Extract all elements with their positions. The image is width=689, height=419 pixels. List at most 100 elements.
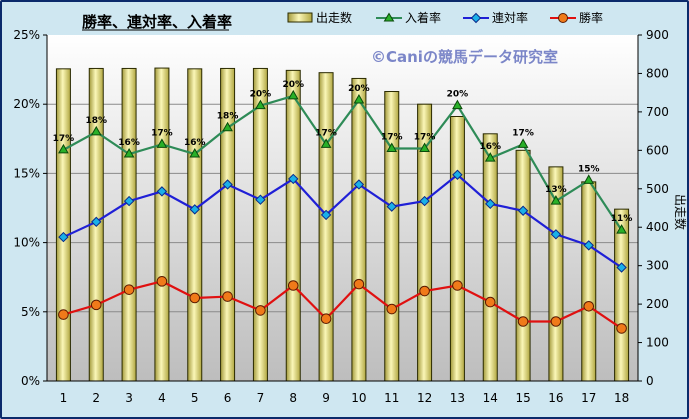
x-tick-label: 8	[289, 391, 297, 405]
x-tick-label: 18	[614, 391, 629, 405]
marker-diamond	[91, 216, 102, 228]
bar-starts	[515, 149, 531, 382]
axes: 0% 5% 10% 15% 20% 25% 0 100 200 300 400 500 600 700 80…	[13, 28, 669, 405]
marker-diamond	[452, 169, 463, 180]
data-label: 17%	[53, 134, 75, 144]
marker-triangle	[386, 142, 398, 152]
bar-starts	[285, 69, 301, 382]
left-tick-label: 15%	[13, 166, 40, 180]
bar-starts	[614, 208, 630, 382]
legend-label-rentai: 連対率	[492, 10, 528, 25]
marker-triangle	[156, 138, 168, 148]
marker-triangle	[353, 94, 365, 104]
data-label: 15%	[578, 164, 600, 174]
bar-starts	[449, 116, 465, 382]
marker-triangle	[452, 99, 463, 110]
data-label: 20%	[250, 90, 272, 100]
marker-triangle	[287, 89, 299, 100]
data-label: 18%	[217, 112, 239, 122]
marker-diamond	[156, 186, 168, 197]
x-tick-label: 3	[125, 391, 133, 405]
marker-triangle	[189, 148, 201, 158]
marker-diamond	[386, 201, 397, 212]
data-label: 20%	[447, 90, 469, 100]
left-tick-label: 25%	[13, 28, 40, 42]
series-line	[62, 94, 623, 231]
marker-diamond	[517, 205, 529, 216]
marker-triangle	[222, 121, 233, 132]
marker-triangle	[419, 142, 430, 152]
marker-diamond	[616, 262, 627, 273]
marker-circle	[123, 284, 135, 295]
marker-circle	[222, 291, 233, 302]
marker-circle	[550, 316, 562, 327]
legend-label-starts: 出走数	[316, 10, 352, 25]
marker-triangle	[123, 148, 135, 158]
right-tick-label: 600	[646, 143, 669, 157]
marker-triangle	[616, 224, 627, 234]
marker-diamond	[255, 194, 266, 205]
marker-circle	[616, 323, 627, 334]
x-tick-label: 17	[581, 391, 596, 405]
watermark: ©Caniの競馬データ研究室	[371, 48, 558, 66]
marker-triangle	[583, 174, 595, 184]
data-label: 16%	[479, 142, 501, 152]
data-label: 20%	[282, 80, 304, 90]
x-tick-label: 4	[158, 391, 166, 405]
x-tick-label: 1	[60, 391, 68, 405]
marker-diamond	[583, 240, 594, 251]
marker-circle	[419, 285, 430, 297]
marker-diamond	[353, 179, 365, 190]
right-tick-label: 300	[646, 259, 669, 273]
x-tick-label: 11	[384, 391, 399, 405]
legend-label-inchaku: 入着率	[405, 10, 441, 25]
chart-title: 勝率、連対率、入着率	[82, 13, 232, 31]
right-tick-label: 500	[646, 182, 669, 196]
legend: 出走数 入着率 連対率 勝率	[287, 10, 603, 25]
legend-label-shouritsu: 勝率	[579, 10, 603, 25]
marker-diamond	[550, 229, 562, 240]
marker-triangle	[484, 152, 496, 162]
marker-triangle	[255, 99, 266, 110]
marker-diamond	[222, 179, 233, 190]
data-labels: 17% 18% 16% 17% 16% 18% 20% 20% 17% 20% 17% 17% 20% 1…	[53, 80, 633, 224]
bar-starts	[55, 68, 71, 382]
right-tick-label: 700	[646, 105, 669, 119]
data-label: 11%	[611, 214, 633, 224]
data-label: 20%	[348, 84, 370, 94]
right-tick-label: 400	[646, 220, 669, 234]
x-tick-label: 10	[351, 391, 366, 405]
marker-circle	[517, 316, 529, 327]
data-label: 16%	[184, 138, 206, 148]
right-tick-label: 900	[646, 28, 669, 42]
plot-area	[47, 35, 638, 381]
bar-starts	[351, 77, 367, 382]
right-tick-label: 0	[646, 374, 654, 388]
right-axis-title: 出走数	[673, 194, 688, 230]
left-tick-label: 0%	[21, 374, 40, 388]
bar-starts	[187, 68, 203, 382]
marker-triangle	[517, 138, 529, 148]
data-label: 17%	[315, 128, 337, 138]
left-tick-label: 5%	[21, 305, 40, 319]
bar-starts	[482, 133, 498, 382]
marker-circle	[90, 299, 102, 311]
x-tick-label: 16	[548, 391, 563, 405]
right-tick-label: 800	[646, 66, 669, 80]
bar-starts	[581, 181, 597, 382]
data-label: 17%	[512, 128, 534, 138]
marker-diamond	[485, 198, 496, 210]
x-tick-label: 14	[483, 391, 498, 405]
x-tick-label: 5	[191, 391, 199, 405]
data-label: 18%	[85, 116, 107, 126]
x-tick-label: 15	[515, 391, 530, 405]
bar-starts	[252, 67, 268, 382]
marker-diamond	[419, 195, 430, 207]
marker-circle	[189, 292, 201, 304]
x-tick-label: 2	[92, 391, 100, 405]
marker-diamond	[320, 209, 332, 221]
x-tick-label: 13	[450, 391, 465, 405]
marker-circle	[156, 276, 168, 287]
bar-starts	[121, 67, 137, 382]
